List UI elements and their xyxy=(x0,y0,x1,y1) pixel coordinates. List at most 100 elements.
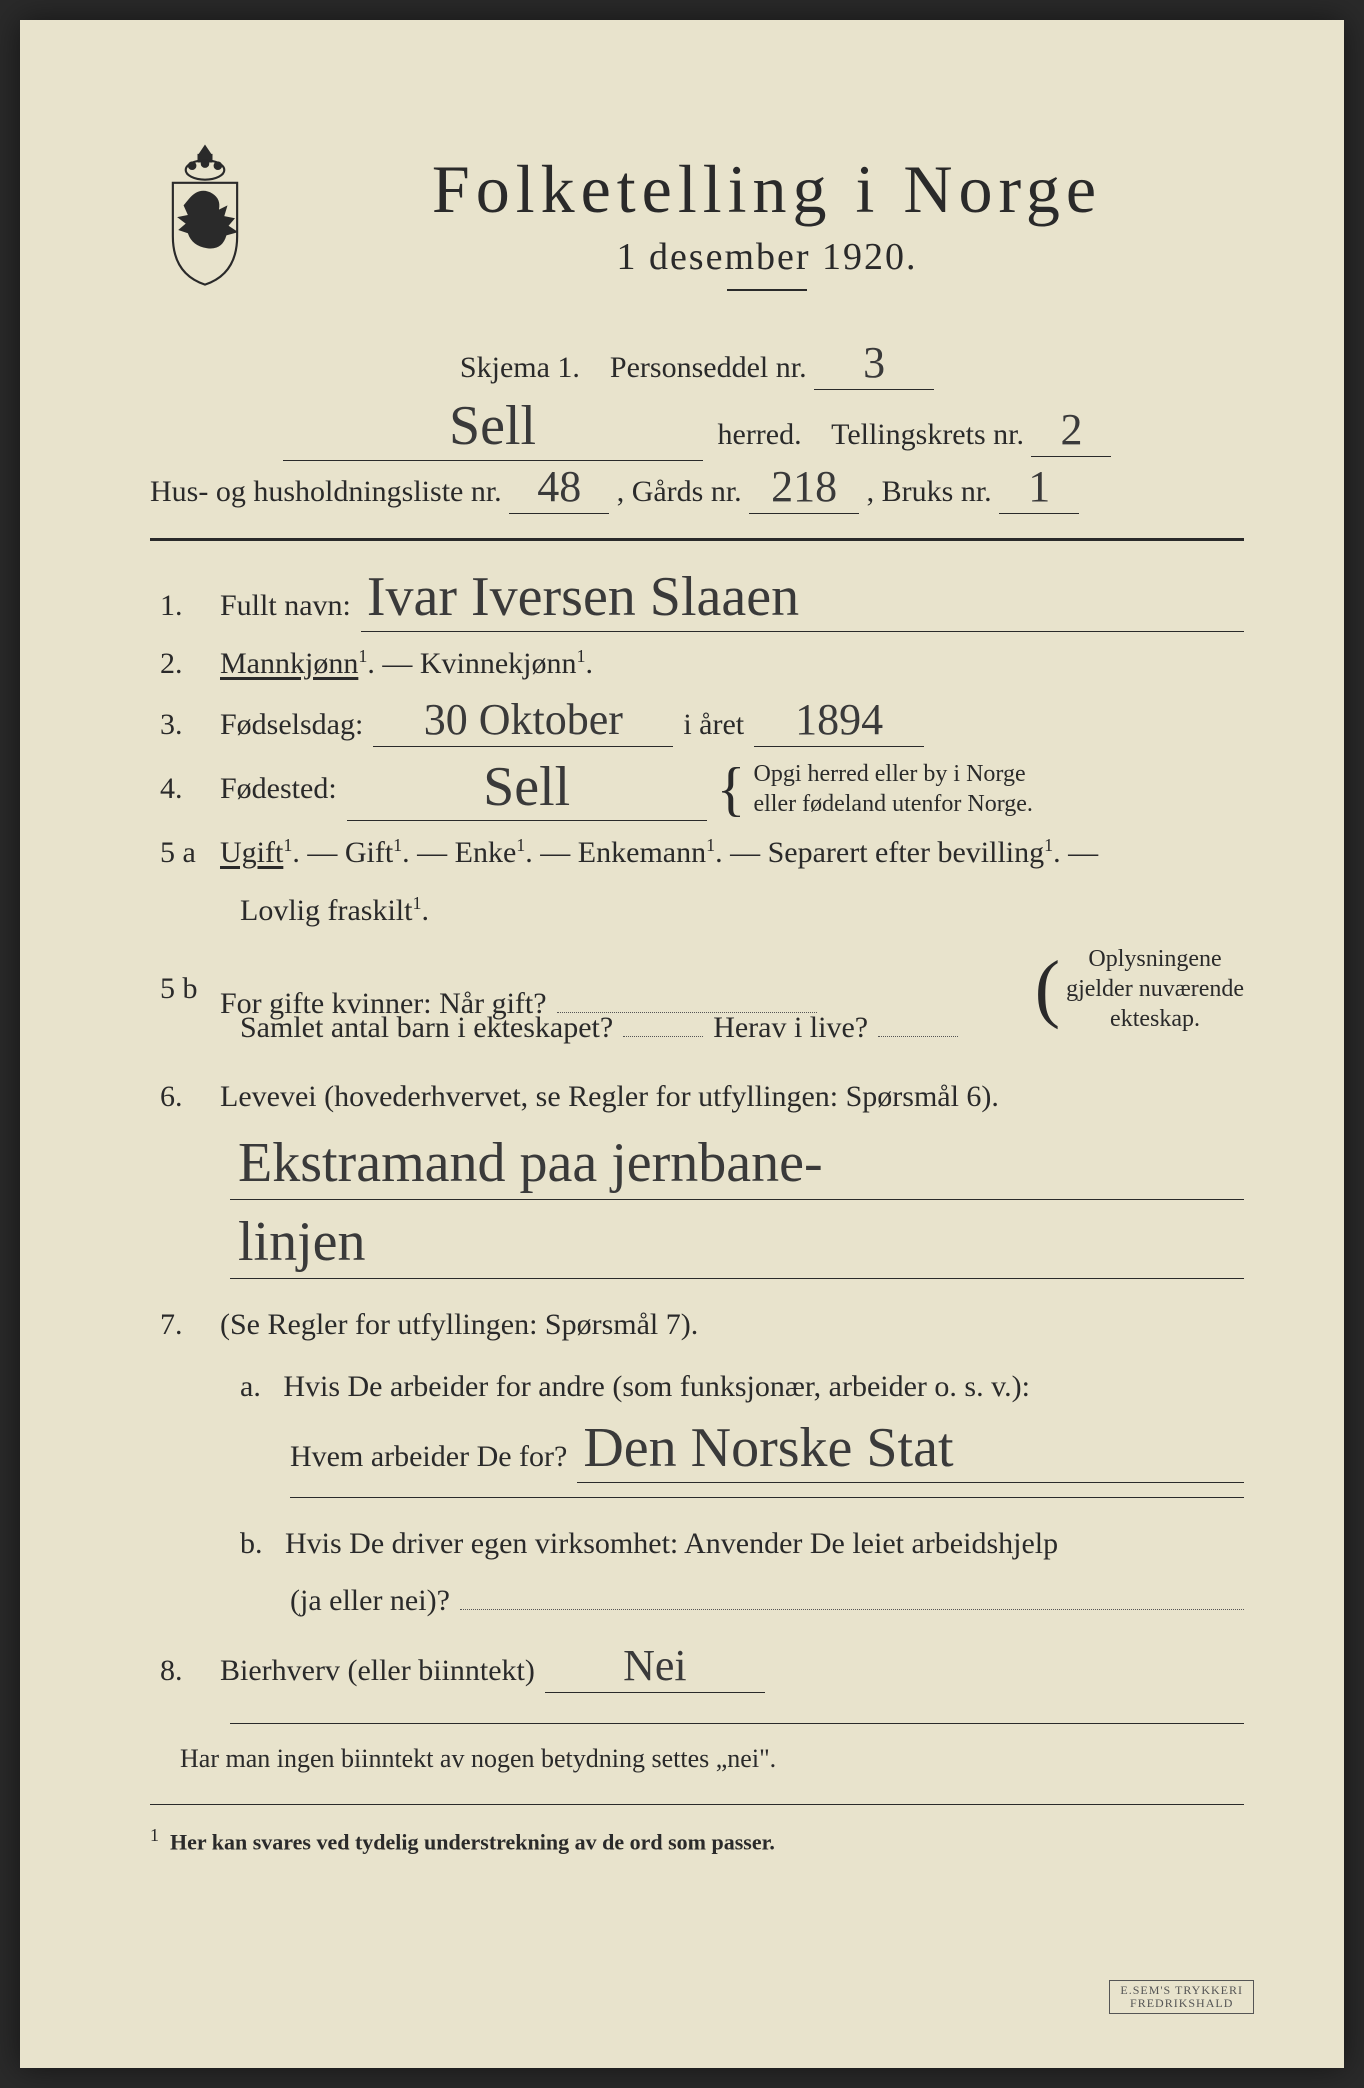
q3: 3. Fødselsdag: 30 Oktober i året 1894 xyxy=(150,696,1244,749)
q3-day: 30 Oktober xyxy=(373,696,673,747)
q2-kvinne: Kvinnekjønn xyxy=(420,647,577,680)
q7: 7. (Se Regler for utfyllingen: Spørsmål … xyxy=(150,1301,1244,1349)
q4-note-l1: Opgi herred eller by i Norge xyxy=(753,761,1025,787)
q6-value-l1: Ekstramand paa jernbane- xyxy=(230,1131,831,1195)
herred-value: Sell xyxy=(283,396,703,461)
stamp-l2: FREDRIKSHALD xyxy=(1130,1996,1233,2010)
person-label: Personseddel nr. xyxy=(610,351,807,384)
q5a-ugift: Ugift xyxy=(220,836,283,869)
q5a-num: 5 a xyxy=(150,829,220,877)
tellingskrets-label: Tellingskrets nr. xyxy=(831,418,1024,451)
q3-label: Fødselsdag: xyxy=(220,701,363,749)
q7a-num: a. xyxy=(240,1370,261,1403)
q5b-note-l2: gjelder nuværende xyxy=(1066,976,1244,1002)
q2-mann: Mannkjønn xyxy=(220,647,358,680)
bruks-nr: 1 xyxy=(999,463,1079,514)
gards-nr: 218 xyxy=(749,463,859,514)
q5b-note: ( Oplysningene gjelder nuværende ekteska… xyxy=(1021,944,1244,1034)
person-nr: 3 xyxy=(814,339,934,390)
bruks-label: , Bruks nr. xyxy=(867,475,992,508)
q3-year: 1894 xyxy=(754,696,924,747)
q7a-l1: Hvis De arbeider for andre (som funksjon… xyxy=(283,1370,1030,1403)
q8-label: Bierhverv (eller biinntekt) xyxy=(220,1647,535,1695)
q7a-l2row: Hvem arbeider De for? Den Norske Stat xyxy=(150,1418,1244,1483)
q7b-num: b. xyxy=(240,1527,263,1560)
header: Folketelling i Norge 1 desember 1920. xyxy=(150,150,1244,331)
q5a: 5 a Ugift1. — Gift1. — Enke1. — Enkemann… xyxy=(150,829,1244,877)
q8-value: Nei xyxy=(545,1642,765,1693)
title-block: Folketelling i Norge 1 desember 1920. xyxy=(290,150,1244,331)
q6-label: Levevei (hovederhvervet, se Regler for u… xyxy=(220,1080,999,1113)
hus-label: Hus- og husholdningsliste nr. xyxy=(150,475,502,508)
q7a: a. Hvis De arbeider for andre (som funks… xyxy=(150,1361,1244,1412)
q6-ans-line2: linjen xyxy=(230,1210,1244,1279)
q7a-rule xyxy=(290,1497,1244,1498)
q7b-l2: (ja eller nei)? xyxy=(290,1575,450,1626)
q2-sep: — xyxy=(382,647,420,680)
q8: 8. Bierhverv (eller biinntekt) Nei xyxy=(150,1642,1244,1695)
q5b-note-l1: Oplysningene xyxy=(1088,946,1221,972)
brace-icon: { xyxy=(717,765,746,813)
skjema-label: Skjema 1. xyxy=(460,351,580,384)
q7b: b. Hvis De driver egen virksomhet: Anven… xyxy=(150,1518,1244,1569)
q5a-separert: Separert efter bevilling xyxy=(768,836,1045,869)
q7b-l1: Hvis De driver egen virksomhet: Anvender… xyxy=(285,1527,1058,1560)
q6: 6. Levevei (hovederhvervet, se Regler fo… xyxy=(150,1073,1244,1121)
q7b-blank xyxy=(460,1609,1244,1610)
q5a-lovlig: Lovlig fraskilt xyxy=(240,894,412,927)
coat-of-arms-icon xyxy=(150,140,260,290)
footnote-rule xyxy=(150,1804,1244,1805)
q5b-note-l3: ekteskap. xyxy=(1110,1006,1200,1032)
q3-iaaret: i året xyxy=(683,701,744,749)
census-form-page: Folketelling i Norge 1 desember 1920. Sk… xyxy=(20,20,1344,2068)
q5a-enkemann: Enkemann xyxy=(578,836,706,869)
q4: 4. Fødested: Sell { Opgi herred eller by… xyxy=(150,757,1244,822)
q4-note: { Opgi herred eller by i Norge eller fød… xyxy=(717,759,1033,819)
q5a-line2: Lovlig fraskilt1. xyxy=(150,885,1244,936)
q7-label: (Se Regler for utfyllingen: Spørsmål 7). xyxy=(220,1308,698,1341)
q4-num: 4. xyxy=(150,765,220,813)
q1-label: Fullt navn: xyxy=(220,582,351,630)
meta-line-2: Sell herred. Tellingskrets nr. 2 xyxy=(150,396,1244,463)
q6-num: 6. xyxy=(150,1073,220,1121)
q4-value: Sell xyxy=(347,757,707,822)
q4-label: Fødested: xyxy=(220,765,337,813)
q4-note-l2: eller fødeland utenfor Norge. xyxy=(753,791,1032,817)
herred-label: herred. xyxy=(718,418,802,451)
q1-value: Ivar Iversen Slaaen xyxy=(361,567,1244,632)
q5b-l2b: Herav i live? xyxy=(713,1002,868,1053)
q1: 1. Fullt navn: Ivar Iversen Slaaen xyxy=(150,567,1244,632)
q2-sup1: 1 xyxy=(358,646,367,666)
q5b-l2-blank2 xyxy=(878,1036,958,1037)
footnote-marker: 1 xyxy=(150,1825,159,1845)
q5b-l2a: Samlet antal barn i ekteskapet? xyxy=(240,1002,613,1053)
footnote: 1 Her kan svares ved tydelig understrekn… xyxy=(150,1825,1244,1855)
paren-icon: ( xyxy=(1035,966,1060,1012)
printer-stamp: E.SEM'S TRYKKERI FREDRIKSHALD xyxy=(1109,1980,1254,2014)
q5a-gift: Gift xyxy=(345,836,393,869)
footnote-text: Her kan svares ved tydelig understreknin… xyxy=(170,1829,775,1854)
hus-nr: 48 xyxy=(509,463,609,514)
q5b-num: 5 b xyxy=(150,965,220,1013)
meta-line-3: Hus- og husholdningsliste nr. 48 , Gårds… xyxy=(150,463,1244,520)
footer-text: Har man ingen biinntekt av nogen betydni… xyxy=(180,1744,1244,1774)
q6-value-l2: linjen xyxy=(230,1210,374,1274)
title-rule xyxy=(727,289,807,291)
q6-ans-line1: Ekstramand paa jernbane- xyxy=(230,1131,1244,1200)
q5a-enke: Enke xyxy=(455,836,517,869)
q7a-value: Den Norske Stat xyxy=(577,1418,1244,1483)
q8-rule xyxy=(230,1723,1244,1724)
meta-line-1: Skjema 1. Personseddel nr. 3 xyxy=(150,339,1244,396)
q2: 2. Mannkjønn1. — Kvinnekjønn1. xyxy=(150,640,1244,688)
q3-num: 3. xyxy=(150,701,220,749)
main-title: Folketelling i Norge xyxy=(290,150,1244,229)
q7a-l2: Hvem arbeider De for? xyxy=(290,1431,567,1482)
subtitle: 1 desember 1920. xyxy=(290,235,1244,279)
heavy-rule-1 xyxy=(150,538,1244,541)
q7-num: 7. xyxy=(150,1301,220,1349)
q5b-l2-blank1 xyxy=(623,1036,703,1037)
q8-num: 8. xyxy=(150,1647,220,1695)
q1-num: 1. xyxy=(150,582,220,630)
q2-num: 2. xyxy=(150,640,220,688)
stamp-l1: E.SEM'S TRYKKERI xyxy=(1120,1983,1243,1997)
